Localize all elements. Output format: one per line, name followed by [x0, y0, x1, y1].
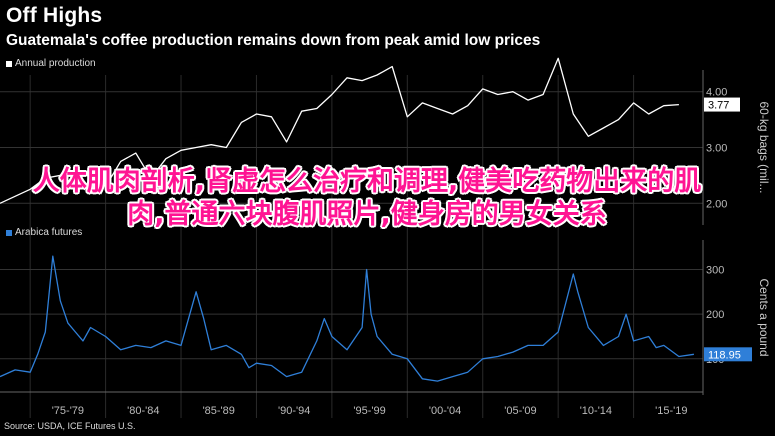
production-y-tick-label: 3.00: [706, 143, 727, 155]
x-tick-label: '10-'14: [580, 405, 612, 417]
arabica-series-line: [0, 255, 694, 382]
arabica-last-value-box: [704, 347, 752, 362]
arabica-axis-title: Cents a pound: [757, 278, 771, 356]
production-series-line: [0, 57, 679, 204]
production-axis-title: 60-kg bags (mil...: [757, 101, 771, 193]
chart-title: Off Highs: [6, 4, 103, 27]
arabica-last-value-label: 118.95: [708, 349, 741, 361]
chart-subtitle: Guatemala's coffee production remains do…: [6, 32, 541, 49]
production-last-value-box: [704, 97, 740, 112]
x-tick-label: '15-'19: [655, 405, 687, 417]
production-y-tick-label: 4.00: [706, 87, 727, 99]
legend-arabica: Arabica futures: [6, 227, 82, 238]
legend-label-production: Annual production: [15, 58, 96, 69]
x-tick-label: '00-'04: [429, 405, 461, 417]
legend-label-arabica: Arabica futures: [15, 227, 83, 238]
arabica-y-tick-label: 200: [706, 309, 724, 321]
x-tick-label: '85-'89: [203, 405, 235, 417]
x-tick-label: '80-'84: [127, 405, 159, 417]
chart-source: Source: USDA, ICE Futures U.S.: [4, 421, 136, 431]
x-tick-label: '05-'09: [504, 405, 536, 417]
x-tick-label: '75-'79: [52, 405, 84, 417]
production-last-value-label: 3.77: [708, 100, 729, 112]
overlay-text: 人体肌肉剖析,肾虚怎么治疗和调理,健美吃药物出来的肌肉,普通六块腹肌照片,健身房…: [32, 166, 702, 230]
arabica-y-tick-label: 300: [706, 265, 724, 277]
x-tick-label: '95-'99: [353, 405, 385, 417]
legend-swatch-arabica: [6, 229, 12, 236]
legend-production: Annual production: [6, 58, 96, 69]
x-tick-label: '90-'94: [278, 405, 310, 417]
legend-swatch-production: [6, 60, 12, 67]
production-y-tick-label: 2.00: [706, 198, 727, 210]
